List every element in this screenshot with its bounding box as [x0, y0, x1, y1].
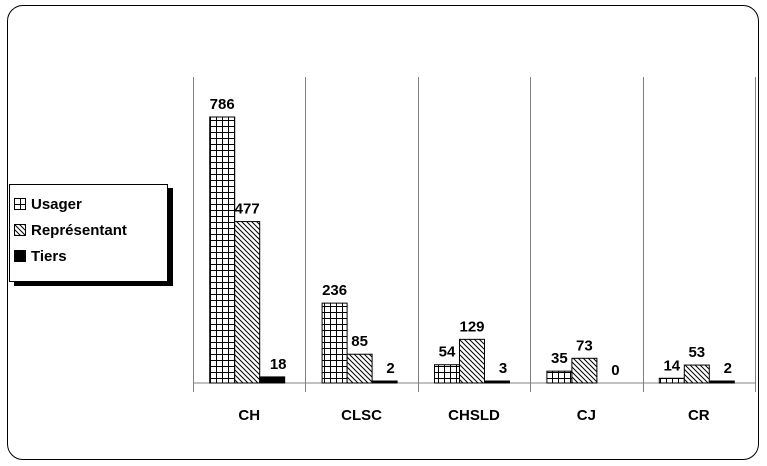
legend-item-tiers: Tiers	[14, 243, 167, 269]
value-label-cr-0: 14	[663, 357, 680, 374]
legend-swatch-representant	[14, 223, 26, 236]
value-label-cr-1: 53	[688, 344, 705, 361]
legend-swatch-usager	[14, 197, 26, 210]
legend-label-tiers: Tiers	[31, 247, 67, 265]
bars	[209, 116, 735, 384]
value-label-clsc-0: 236	[322, 282, 347, 299]
bar-ch-tiers	[259, 376, 286, 384]
legend-label-representant: Représentant	[31, 221, 127, 239]
legend-item-representant: Représentant	[14, 217, 167, 243]
bar-ch-usager	[209, 116, 236, 384]
bar-ch-representant	[234, 221, 261, 384]
bar-clsc-tiers	[371, 380, 398, 384]
bar-chsld-usager	[434, 364, 460, 384]
value-label-chsld-2: 3	[499, 360, 507, 377]
legend-label-usager: Usager	[31, 195, 82, 213]
bar-cj-representant	[571, 357, 598, 384]
category-label-chsld: CHSLD	[448, 407, 500, 424]
value-label-chsld-1: 129	[459, 318, 484, 335]
bar-cr-tiers	[708, 380, 735, 384]
value-label-ch-0: 786	[210, 96, 235, 113]
value-label-cj-0: 35	[551, 350, 568, 367]
bar-clsc-usager	[321, 302, 348, 384]
value-label-cj-1: 73	[576, 337, 593, 354]
legend-item-usager: Usager	[14, 191, 167, 217]
category-label-cr: CR	[688, 407, 710, 424]
category-label-ch: CH	[238, 407, 260, 424]
legend: Usager Représentant Tiers	[9, 184, 168, 282]
bar-cj-usager	[546, 370, 573, 384]
value-label-cj-2: 0	[611, 362, 619, 379]
legend-swatch-tiers	[14, 249, 26, 262]
bar-chsld-tiers	[484, 380, 510, 384]
bar-clsc-representant	[346, 353, 373, 384]
value-label-clsc-2: 2	[386, 360, 394, 377]
category-labels: CH CLSC CHSLD CJ CR	[238, 407, 709, 424]
value-label-ch-1: 477	[235, 201, 260, 218]
category-label-clsc: CLSC	[341, 407, 382, 424]
value-label-ch-2: 18	[270, 356, 287, 373]
category-label-cj: CJ	[577, 407, 596, 424]
bar-cr-usager	[658, 377, 685, 384]
value-label-cr-2: 2	[724, 360, 732, 377]
value-label-clsc-1: 85	[351, 333, 368, 350]
bar-chsld-representant	[459, 338, 485, 384]
bar-cr-representant	[683, 364, 710, 384]
value-label-chsld-0: 54	[439, 344, 456, 361]
